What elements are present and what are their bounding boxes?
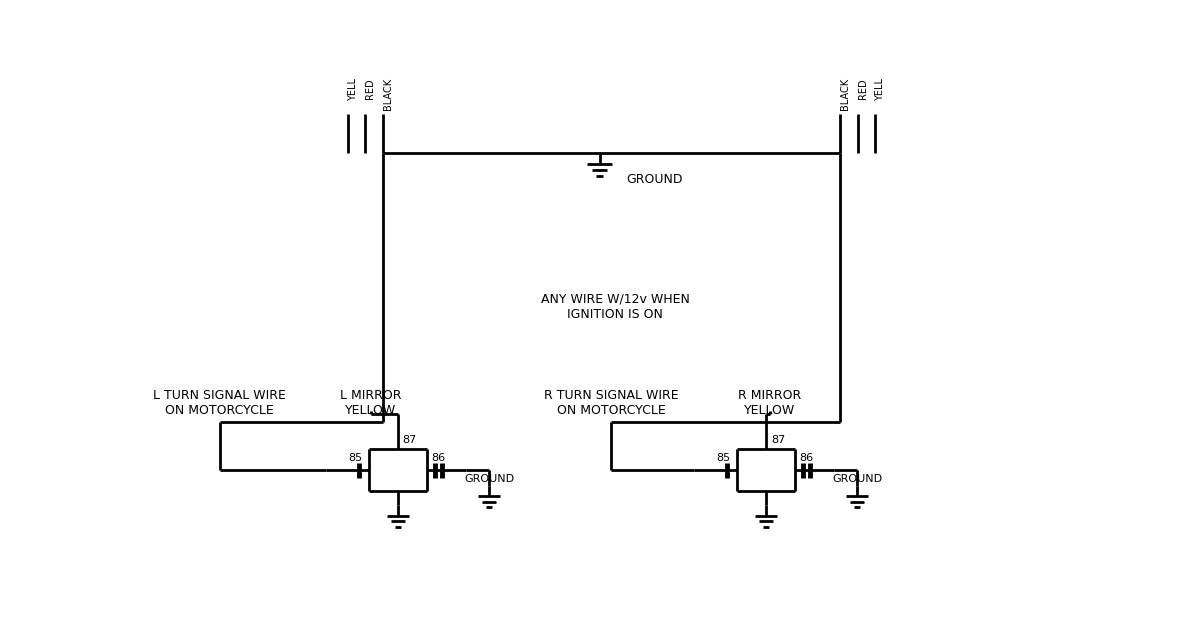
Text: 85: 85: [716, 454, 731, 463]
Text: BLACK: BLACK: [840, 78, 850, 110]
Text: R TURN SIGNAL WIRE
ON MOTORCYCLE: R TURN SIGNAL WIRE ON MOTORCYCLE: [544, 389, 678, 417]
Text: 87: 87: [770, 435, 785, 445]
Text: YELL: YELL: [348, 78, 358, 101]
Text: 86: 86: [799, 454, 814, 463]
Text: YELL: YELL: [875, 78, 884, 101]
Text: ANY WIRE W/12v WHEN
IGNITION IS ON: ANY WIRE W/12v WHEN IGNITION IS ON: [540, 292, 690, 321]
Text: GROUND: GROUND: [626, 173, 683, 186]
Text: BLACK: BLACK: [383, 78, 392, 110]
Text: L TURN SIGNAL WIRE
ON MOTORCYCLE: L TURN SIGNAL WIRE ON MOTORCYCLE: [154, 389, 286, 417]
Text: 87: 87: [403, 435, 416, 445]
Text: RED: RED: [366, 78, 376, 98]
Text: 86: 86: [431, 454, 445, 463]
Text: GROUND: GROUND: [464, 474, 514, 484]
Text: 85: 85: [349, 454, 362, 463]
Text: R MIRROR
YELLOW: R MIRROR YELLOW: [738, 389, 802, 417]
Text: RED: RED: [858, 78, 868, 98]
Text: L MIRROR
YELLOW: L MIRROR YELLOW: [340, 389, 402, 417]
Text: GROUND: GROUND: [832, 474, 882, 484]
